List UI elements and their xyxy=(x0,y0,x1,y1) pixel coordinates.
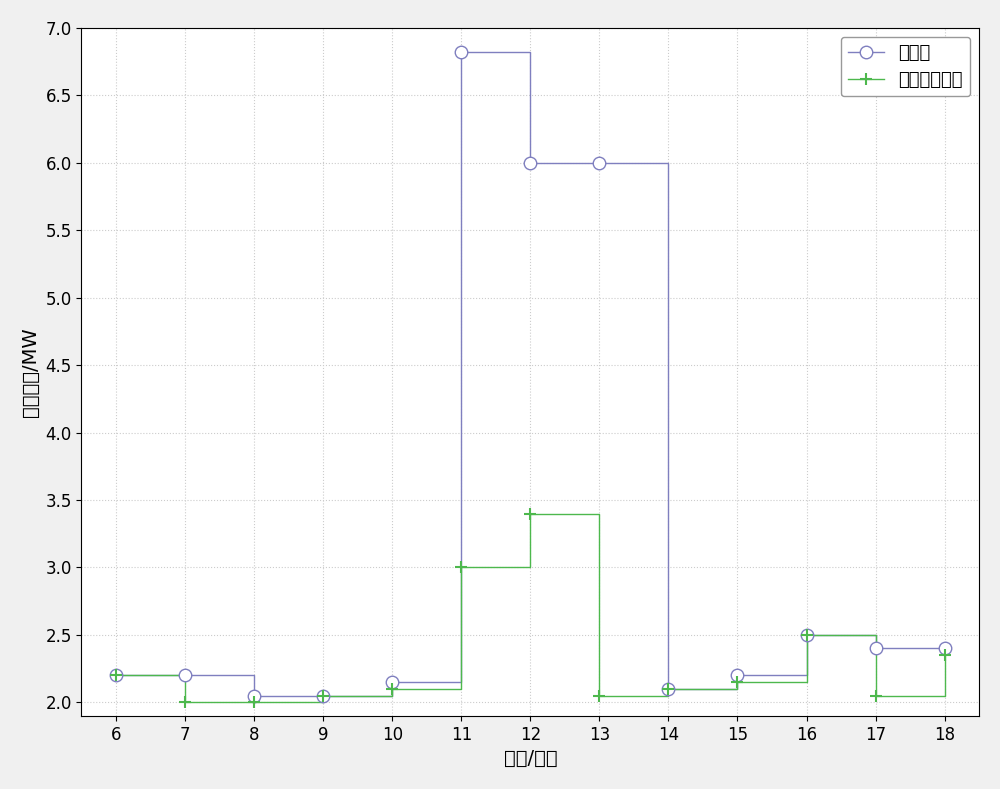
Legend: 预测値, 稳定可消纳値: 预测値, 稳定可消纳値 xyxy=(841,37,970,96)
X-axis label: 时间/小时: 时间/小时 xyxy=(504,750,557,768)
Y-axis label: 风能功率/MW: 风能功率/MW xyxy=(21,327,40,417)
